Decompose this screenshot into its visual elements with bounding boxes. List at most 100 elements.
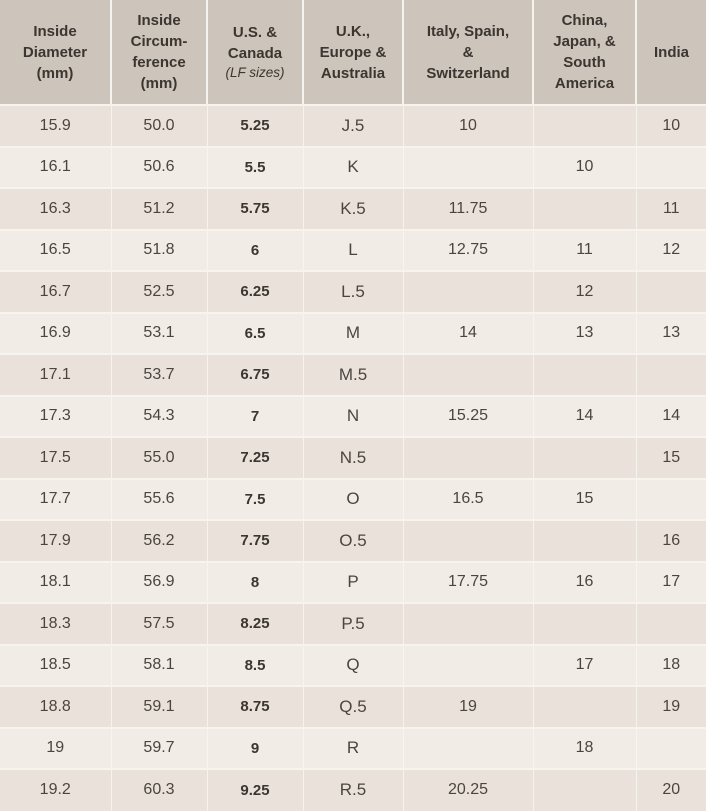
table-cell: 55.0 — [110, 436, 207, 479]
table-cell: 5.25 — [206, 104, 303, 147]
table-cell — [635, 270, 706, 313]
table-header: Inside Diameter (mm) Inside Circum- feren… — [0, 0, 706, 105]
table-cell: 18 — [532, 726, 636, 769]
table-cell: 5.5 — [206, 145, 303, 188]
table-row: 18.5 58.1 8.5 Q 17 18 — [0, 643, 706, 686]
table-cell — [402, 353, 533, 396]
table-cell: 50.6 — [110, 145, 207, 188]
table-cell — [532, 104, 636, 147]
column-header-label: U.K., Europe & Australia — [319, 22, 387, 82]
table-cell: 60.3 — [110, 768, 207, 811]
table-row: 18.3 57.5 8.25 P.5 — [0, 602, 706, 645]
table-cell — [402, 270, 533, 313]
table-cell: 8.25 — [206, 602, 303, 645]
table-cell: 15.25 — [402, 394, 533, 437]
table-row: 17.7 55.6 7.5 O 16.5 15 — [0, 477, 706, 520]
table-cell: 8 — [206, 560, 303, 603]
table-cell — [532, 519, 636, 562]
table-cell: 11 — [635, 187, 706, 230]
table-cell: 51.8 — [110, 228, 207, 271]
table-cell: 59.1 — [110, 685, 207, 728]
table-cell: R — [302, 726, 403, 769]
table-row: 16.1 50.6 5.5 K 10 — [0, 145, 706, 188]
table-cell — [402, 726, 533, 769]
table-cell — [532, 602, 636, 645]
table-cell: 19 — [0, 726, 111, 769]
table-cell: 16.9 — [0, 311, 111, 354]
table-cell: 11 — [532, 228, 636, 271]
column-header-label: Italy, Spain, & Switzerland — [426, 22, 510, 82]
table-cell — [402, 643, 533, 686]
table-cell: 8.75 — [206, 685, 303, 728]
table-row: 16.7 52.5 6.25 L.5 12 — [0, 270, 706, 313]
table-cell: 7.75 — [206, 519, 303, 562]
table-cell: 17.9 — [0, 519, 111, 562]
table-cell: R.5 — [302, 768, 403, 811]
table-cell: Q.5 — [302, 685, 403, 728]
table-cell — [635, 602, 706, 645]
table-cell — [402, 145, 533, 188]
table-cell: L.5 — [302, 270, 403, 313]
table-cell: 5.75 — [206, 187, 303, 230]
table-row: 18.8 59.1 8.75 Q.5 19 19 — [0, 685, 706, 728]
table-row: 17.3 54.3 7 N 15.25 14 14 — [0, 394, 706, 437]
table-cell: 16.3 — [0, 187, 111, 230]
table-cell: Q — [302, 643, 403, 686]
table-cell: K.5 — [302, 187, 403, 230]
table-cell: 13 — [532, 311, 636, 354]
column-header: U.K., Europe & Australia — [302, 0, 403, 105]
column-header-label: Inside Diameter (mm) — [22, 22, 88, 82]
table-row: 16.3 51.2 5.75 K.5 11.75 11 — [0, 187, 706, 230]
table-cell: 12 — [635, 228, 706, 271]
table-cell: 10 — [402, 104, 533, 147]
column-header-label: Inside Circum- ference (mm) — [130, 12, 188, 92]
table-row: 17.9 56.2 7.75 O.5 16 — [0, 519, 706, 562]
table-cell — [532, 353, 636, 396]
table-cell: 17.1 — [0, 353, 111, 396]
table-cell: N — [302, 394, 403, 437]
table-cell: 17.75 — [402, 560, 533, 603]
table-cell: 18.1 — [0, 560, 111, 603]
table-cell: 9.25 — [206, 768, 303, 811]
table-cell: 16.1 — [0, 145, 111, 188]
table-row: 18.1 56.9 8 P 17.75 16 17 — [0, 560, 706, 603]
table-cell — [402, 519, 533, 562]
column-header-subtitle: (LF sizes) — [225, 64, 285, 80]
table-cell: 8.5 — [206, 643, 303, 686]
table-cell: 6.75 — [206, 353, 303, 396]
table-cell: N.5 — [302, 436, 403, 479]
table-cell: 15 — [635, 436, 706, 479]
table-row: 16.5 51.8 6 L 12.75 11 12 — [0, 228, 706, 271]
table-cell: 10 — [635, 104, 706, 147]
table-cell: P — [302, 560, 403, 603]
table-cell: 13 — [635, 311, 706, 354]
table-cell: 55.6 — [110, 477, 207, 520]
table-cell: 15.9 — [0, 104, 111, 147]
column-header-label: U.S. & Canada — [227, 23, 283, 62]
table-cell: 9 — [206, 726, 303, 769]
table-cell: 51.2 — [110, 187, 207, 230]
column-header: Inside Circum- ference (mm) — [110, 0, 207, 105]
table-row: 16.9 53.1 6.5 M 14 13 13 — [0, 311, 706, 354]
table-body: 15.9 50.0 5.25 J.5 10 10 16.1 50.6 5.5 K 10 16.3 51.… — [0, 104, 706, 811]
table-cell — [532, 685, 636, 728]
table-cell: 16.5 — [402, 477, 533, 520]
table-cell: 52.5 — [110, 270, 207, 313]
table-cell — [635, 145, 706, 188]
table-cell: O — [302, 477, 403, 520]
table-row: 19 59.7 9 R 18 — [0, 726, 706, 769]
table-cell: 6.25 — [206, 270, 303, 313]
table-cell: 16.5 — [0, 228, 111, 271]
table-cell: 50.0 — [110, 104, 207, 147]
table-cell — [532, 768, 636, 811]
column-header: Italy, Spain, & Switzerland — [402, 0, 533, 105]
table-cell: 19 — [402, 685, 533, 728]
table-cell: 14 — [532, 394, 636, 437]
table-cell: 18.5 — [0, 643, 111, 686]
column-header: U.S. & Canada (LF sizes) — [206, 0, 303, 105]
table-cell: M.5 — [302, 353, 403, 396]
table-row: 19.2 60.3 9.25 R.5 20.25 20 — [0, 768, 706, 811]
table-cell: 58.1 — [110, 643, 207, 686]
table-cell: 56.2 — [110, 519, 207, 562]
